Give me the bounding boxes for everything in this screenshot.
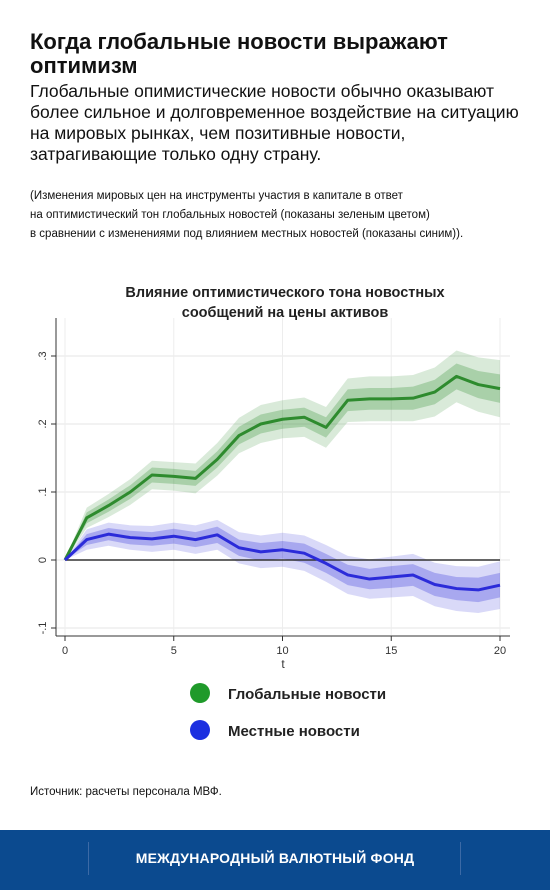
series-line-local (63, 532, 501, 592)
y-tick-label: .2 (37, 419, 49, 428)
chart-note-line: (Изменения мировых цен на инструменты уч… (30, 190, 403, 202)
y-tick-label: .1 (37, 487, 49, 496)
footer-divider (460, 842, 461, 875)
axes: -.1 0 .1 .2 .3 0 5 10 15 20 (37, 318, 510, 657)
confidence-bands (65, 350, 500, 614)
y-tick-label: .3 (37, 351, 49, 360)
x-tick-label: 20 (494, 645, 506, 657)
page-subtitle: Глобальные опимистические новости обычно… (30, 81, 519, 164)
chart: Влияние оптимистического тона новостных … (37, 285, 510, 740)
x-tick-label: 10 (276, 645, 288, 657)
organization-name: МЕЖДУНАРОДНЫЙ ВАЛЮТНЫЙ ФОНД (135, 850, 415, 866)
series-lines (63, 374, 501, 592)
legend: Глобальные новости Местные новости (190, 683, 386, 740)
chart-note: (Изменения мировых цен на инструменты уч… (30, 187, 535, 244)
band-inner-local (65, 526, 500, 603)
x-tick-label: 15 (385, 645, 397, 657)
band-outer-local (65, 519, 500, 614)
footer-divider (88, 842, 89, 875)
page-title: Когда глобальные новости выражают оптими… (30, 29, 448, 78)
y-tick-label: 0 (37, 557, 49, 563)
series-line-global (63, 374, 501, 561)
legend-marker-global (190, 683, 210, 703)
chart-title-line-2: сообщений на цены активов (182, 305, 389, 321)
x-tick-label: 5 (171, 645, 177, 657)
x-axis-label: t (281, 657, 285, 671)
legend-label-local: Местные новости (228, 723, 360, 740)
source-note: Источник: расчеты персонала МВФ. (30, 786, 222, 798)
chart-note-line: на оптимистический тон глобальных новост… (30, 209, 430, 221)
footer-bar: МЕЖДУНАРОДНЫЙ ВАЛЮТНЫЙ ФОНД (0, 830, 550, 890)
y-tick-label: -.1 (37, 622, 49, 635)
legend-marker-local (190, 720, 210, 740)
legend-label-global: Глобальные новости (228, 686, 386, 703)
band-inner-global (65, 363, 500, 560)
x-tick-label: 0 (62, 645, 68, 657)
band-outer-global (65, 350, 500, 560)
chart-title-line-1: Влияние оптимистического тона новостных (125, 285, 444, 301)
chart-note-line: в сравнении с изменениями под влиянием м… (30, 228, 464, 240)
